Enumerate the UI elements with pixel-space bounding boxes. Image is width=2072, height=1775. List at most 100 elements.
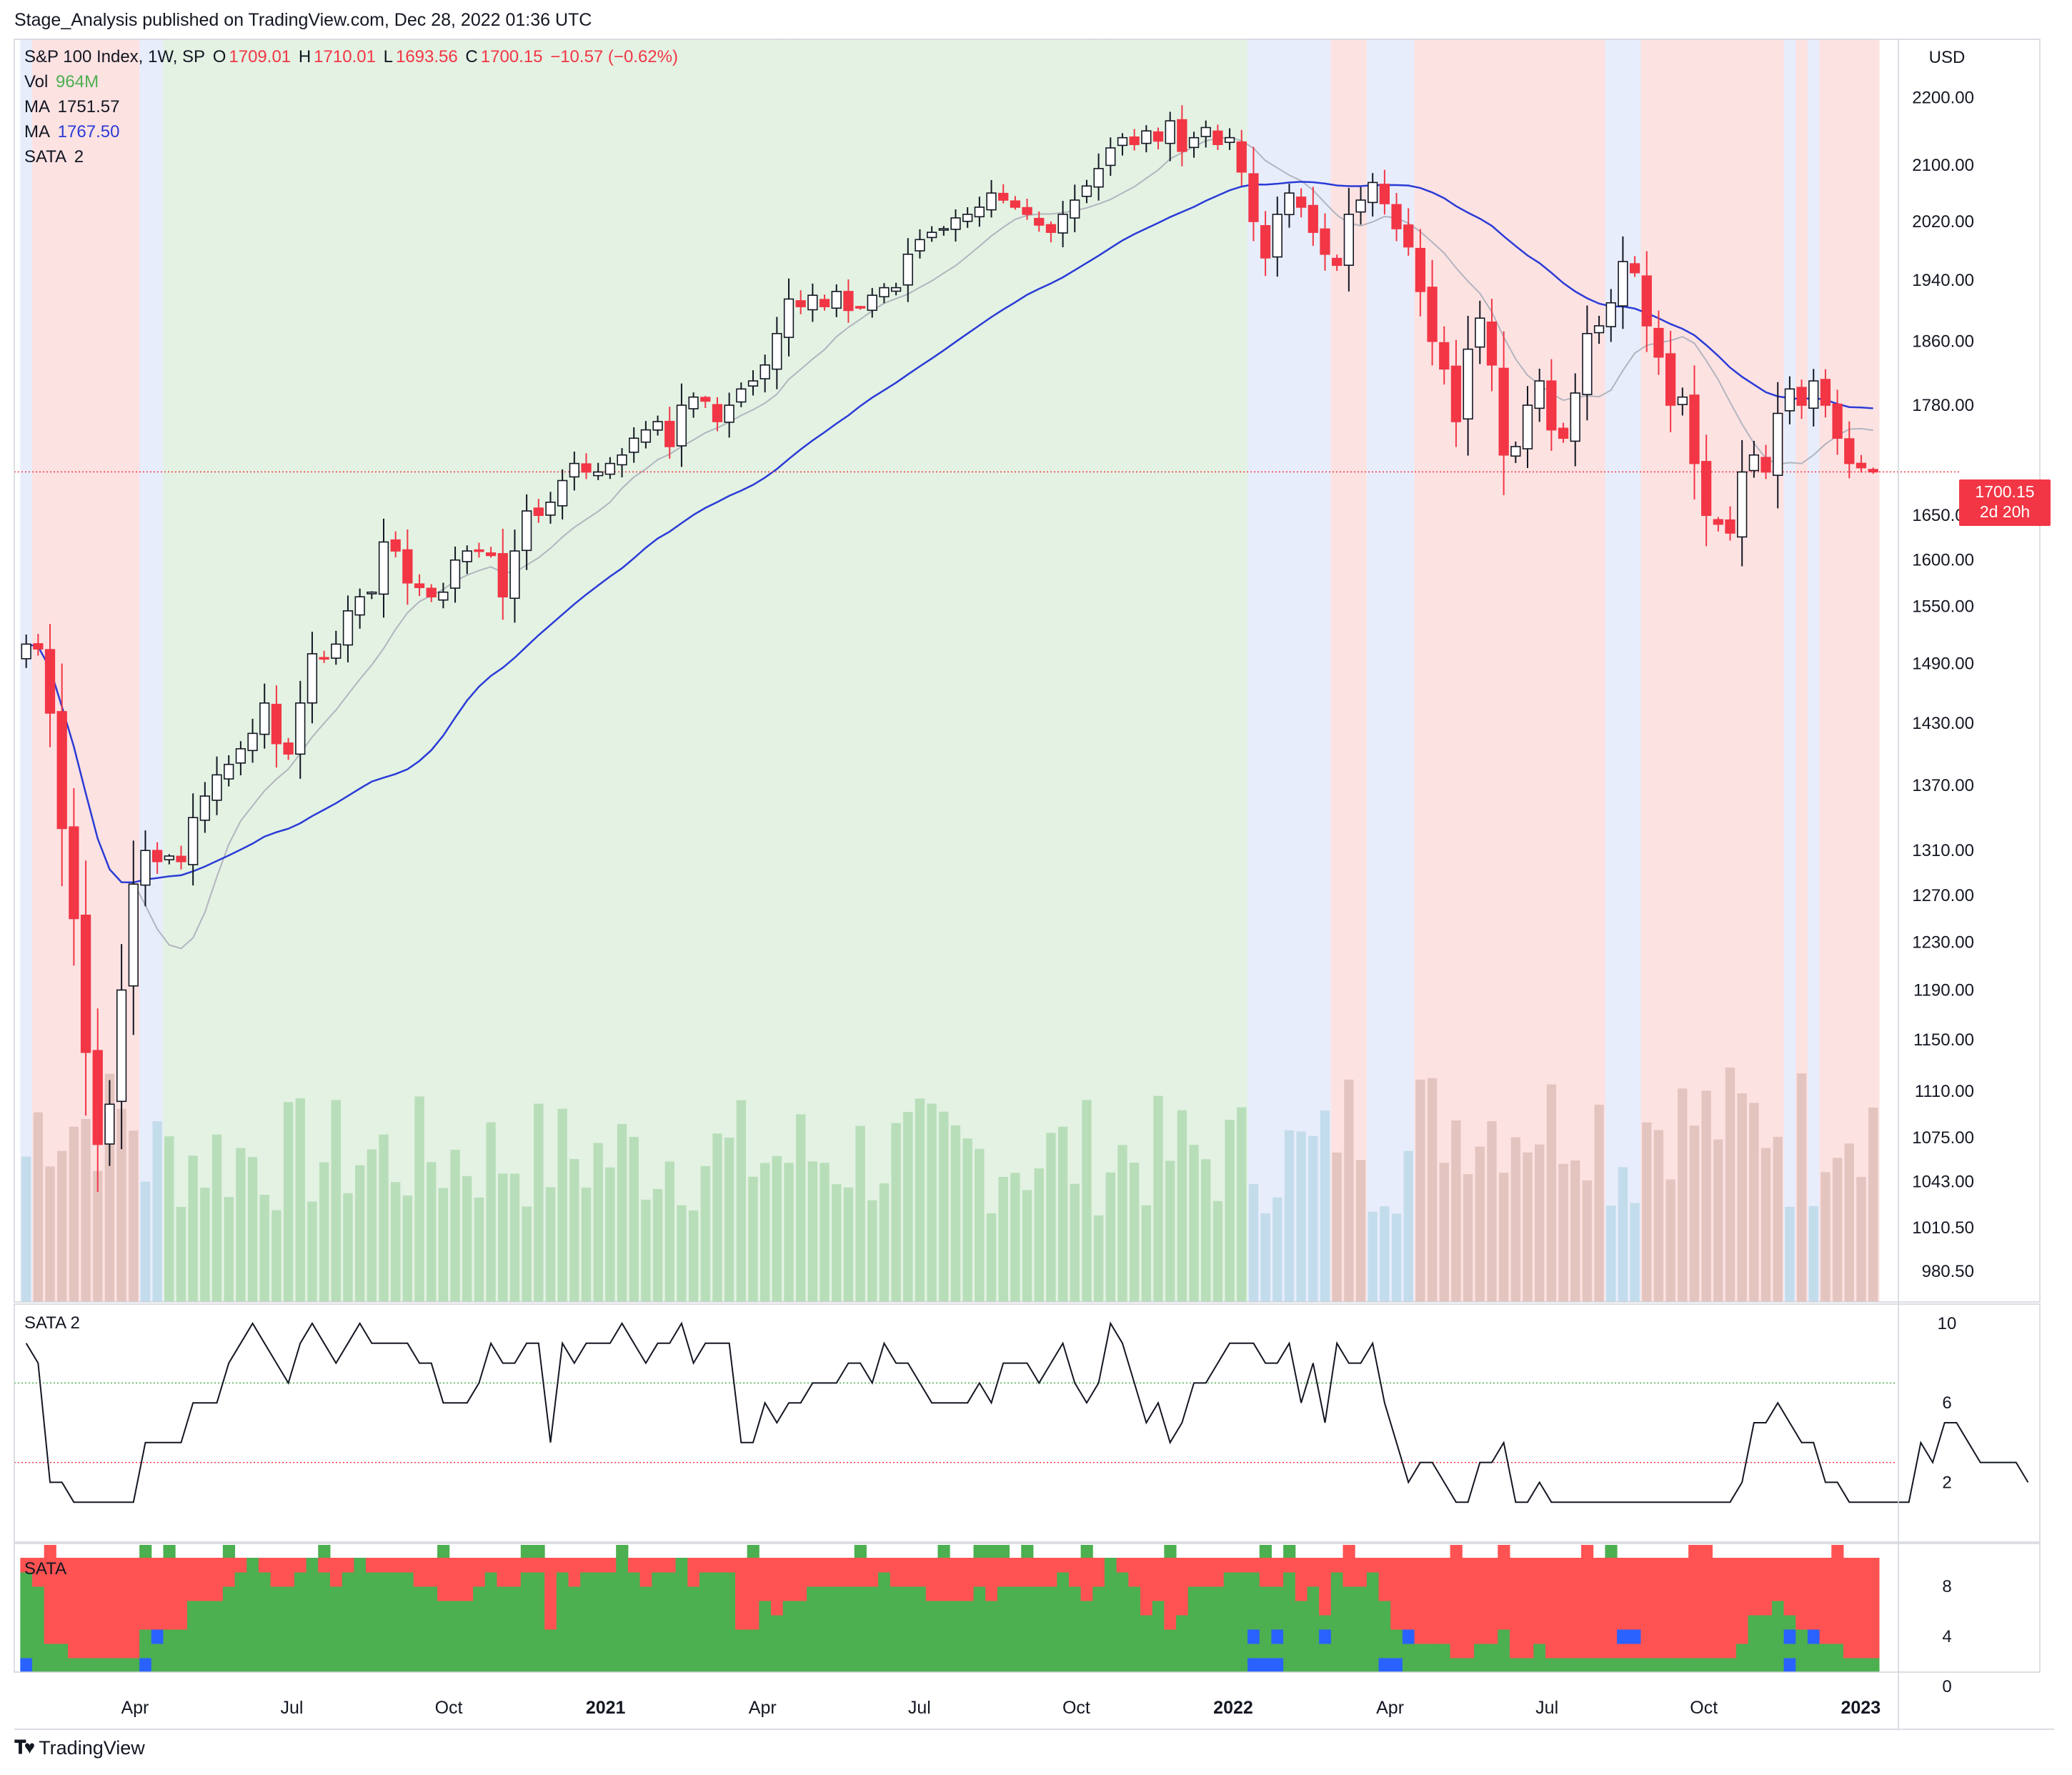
sata-grid-cell — [270, 1658, 283, 1673]
sata-grid-cell — [294, 1586, 307, 1601]
sata-grid-cell — [1593, 1558, 1605, 1573]
volume-legend[interactable]: Vol 964M — [24, 72, 101, 92]
sata-grid-cell — [1485, 1572, 1498, 1587]
sata-grid-cell — [1688, 1658, 1701, 1673]
sata-grid-cell — [818, 1601, 831, 1616]
candle-down — [1236, 141, 1247, 173]
sata-grid-cell — [1295, 1601, 1308, 1616]
sata-grid-cell — [473, 1658, 486, 1673]
sata-grid-cell — [1319, 1658, 1332, 1673]
price-tick-label: 2200.00 — [1912, 88, 1974, 107]
sata-grid-cell — [258, 1601, 272, 1616]
sata-grid-cell — [592, 1601, 605, 1616]
sata-grid-cell — [1748, 1658, 1760, 1673]
sata-grid-cell — [1366, 1558, 1380, 1573]
sata-grid-cell — [354, 1644, 367, 1659]
ma-slow-legend[interactable]: MA 1767.50 — [24, 122, 122, 142]
sata-grid-cell — [1032, 1601, 1046, 1616]
sata-grid-cell — [1783, 1629, 1796, 1644]
ma-fast-legend[interactable]: MA 1751.57 — [24, 97, 122, 117]
volume-bar — [427, 1162, 437, 1302]
sata-grid-cell — [20, 1558, 33, 1573]
stage-band — [1545, 39, 1558, 1302]
sata-grid-cell — [1402, 1615, 1415, 1630]
symbol-name[interactable]: S&P 100 Index, 1W, SP — [24, 47, 206, 66]
volume-bar — [391, 1182, 401, 1302]
sata-grid-cell — [1414, 1586, 1427, 1601]
symbol-legend[interactable]: S&P 100 Index, 1W, SP O 1709.01 H 1710.01 … — [24, 47, 681, 67]
volume-bar — [81, 1118, 91, 1302]
volume-bar — [820, 1163, 830, 1302]
volume-bar — [998, 1176, 1008, 1302]
stage-band — [1509, 39, 1523, 1302]
sata-grid-cell — [104, 1629, 116, 1644]
sata-grid-cell — [699, 1644, 712, 1659]
sata-grid-cell — [734, 1572, 748, 1587]
sata-grid-cell — [1771, 1658, 1785, 1673]
sata-grid-cell — [115, 1601, 128, 1616]
volume-bar — [629, 1137, 639, 1302]
sata-grid-cell — [270, 1572, 283, 1587]
sata-grid-cell — [1664, 1644, 1677, 1659]
sata-grid-cell — [1045, 1629, 1057, 1644]
sata-grid-cell — [68, 1601, 81, 1616]
sata-grid-cell — [1748, 1558, 1760, 1573]
sata-grid-cell — [759, 1601, 772, 1616]
sata-grid-cell — [842, 1586, 855, 1601]
sata-grid-cell — [1807, 1615, 1821, 1630]
sata-grid-cell — [175, 1658, 188, 1673]
sata-grid-cell — [1735, 1658, 1749, 1673]
sata-grid-cell — [1378, 1586, 1391, 1601]
tradingview-brand[interactable]: 𝐓♥ TradingView — [14, 1736, 145, 1759]
volume-bar — [1868, 1107, 1878, 1302]
stage-band — [1092, 39, 1105, 1302]
sata-grid-cell — [520, 1644, 533, 1659]
sata-grid-cell — [1390, 1601, 1403, 1616]
sata-grid-cell — [973, 1572, 986, 1587]
sata-grid-cell — [771, 1586, 784, 1601]
sata-grid-cell — [1009, 1601, 1022, 1616]
sata-grid-cell — [1569, 1572, 1582, 1587]
sata-grid-cell — [723, 1644, 736, 1659]
sata-grid-cell — [318, 1615, 331, 1630]
sata-grid-title: SATA — [24, 1559, 67, 1578]
sata-grid-cell — [1247, 1586, 1260, 1601]
candle-up — [593, 471, 604, 477]
stage-band — [1724, 39, 1737, 1302]
sata-grid-cell — [509, 1601, 522, 1616]
sata-legend[interactable]: SATA 2 — [24, 147, 86, 167]
sata-grid-cell — [1664, 1629, 1677, 1644]
candle-up — [211, 774, 222, 801]
candle-up — [652, 421, 663, 431]
stage-band — [246, 39, 259, 1302]
sata-grid-cell — [127, 1586, 140, 1601]
volume-bar — [354, 1165, 365, 1302]
stage-band — [997, 39, 1010, 1302]
candle-down — [1665, 353, 1676, 406]
sata-grid-cell — [294, 1658, 307, 1673]
sata-grid-cell — [985, 1545, 998, 1558]
volume-bar — [1225, 1120, 1235, 1302]
sata-grid-cell — [318, 1558, 331, 1573]
sata-grid-cell — [759, 1586, 772, 1601]
stage-band — [1783, 39, 1796, 1302]
stage-band — [377, 39, 390, 1302]
sata-grid-cell — [1700, 1629, 1713, 1644]
sata-grid-cell — [1009, 1658, 1022, 1673]
sata-grid-cell — [1009, 1644, 1022, 1659]
stage-band — [663, 39, 677, 1302]
sata-grid-cell — [1545, 1586, 1558, 1601]
stage-band — [68, 39, 81, 1302]
sata-grid-cell — [1676, 1658, 1689, 1673]
sata-grid-cell — [294, 1572, 307, 1587]
volume-bar — [69, 1126, 79, 1302]
stage-band — [1414, 39, 1427, 1302]
sata-grid-cell — [723, 1601, 736, 1616]
candle-down — [1379, 184, 1390, 204]
candle-up — [188, 817, 199, 865]
candle-down — [1403, 224, 1414, 248]
candle-up — [1284, 192, 1295, 216]
sata-grid-cell — [449, 1572, 462, 1587]
sata-grid-cell — [44, 1572, 56, 1587]
sata-grid-cell — [425, 1658, 438, 1673]
